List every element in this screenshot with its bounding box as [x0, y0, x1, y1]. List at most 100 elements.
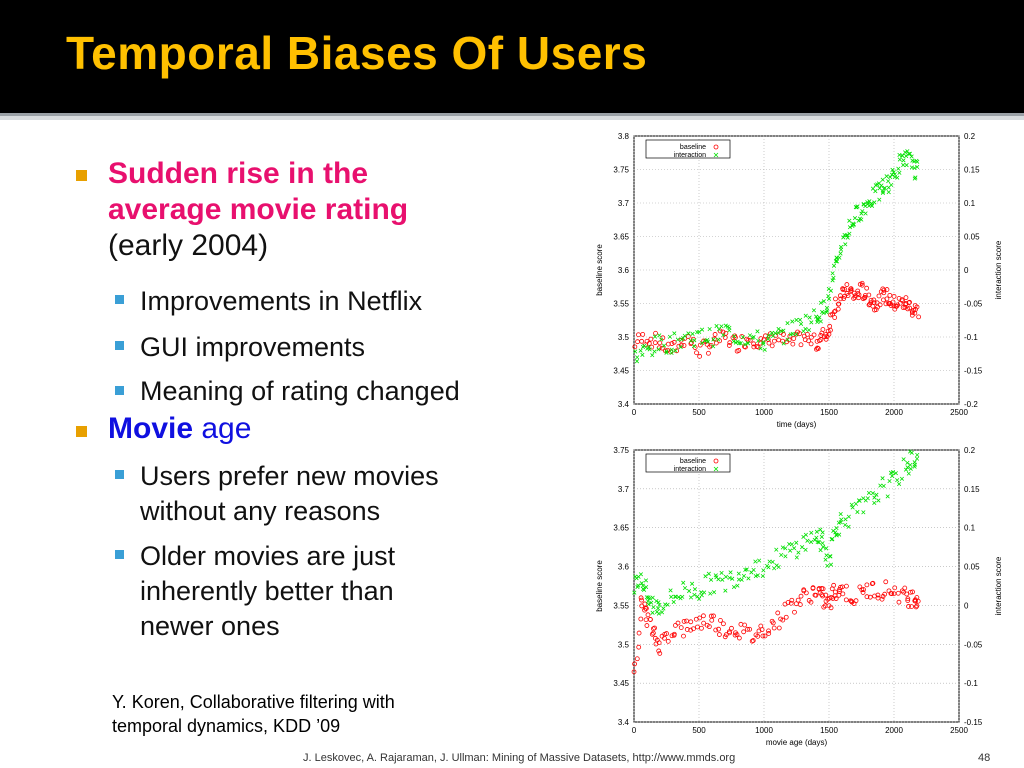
data-point	[899, 476, 905, 481]
data-point	[867, 594, 873, 600]
data-point	[685, 334, 691, 339]
data-point	[699, 625, 704, 631]
data-point	[876, 293, 882, 299]
data-point	[775, 610, 781, 616]
data-point	[665, 341, 671, 347]
data-point	[689, 581, 695, 586]
data-point	[909, 604, 914, 609]
data-point	[896, 296, 902, 301]
data-point	[910, 589, 915, 595]
data-point	[712, 332, 718, 337]
data-point	[794, 332, 799, 337]
data-point	[814, 535, 819, 540]
data-point	[810, 586, 816, 591]
data-point	[821, 299, 826, 304]
data-point	[803, 313, 808, 318]
data-point	[886, 179, 891, 184]
y2-tick-label: 0.15	[964, 485, 980, 494]
data-point	[902, 585, 908, 591]
data-point	[781, 341, 786, 346]
data-point	[676, 595, 681, 600]
data-point	[751, 341, 757, 347]
data-point	[711, 344, 716, 349]
data-point	[820, 541, 825, 546]
data-point	[751, 334, 756, 340]
data-point	[734, 632, 740, 637]
plot-area	[633, 449, 960, 723]
data-point	[787, 333, 793, 339]
data-point	[742, 342, 748, 347]
data-point	[769, 330, 775, 335]
data-point	[831, 275, 836, 280]
data-point	[855, 509, 860, 515]
data-point	[652, 334, 658, 339]
data-point	[820, 586, 826, 592]
data-point	[736, 348, 742, 353]
data-point	[751, 567, 756, 573]
data-point	[692, 338, 697, 343]
data-point	[828, 288, 833, 293]
title-bar	[0, 0, 1024, 113]
sub-bullet-text: GUI improvements	[140, 332, 366, 362]
data-point	[872, 200, 877, 205]
data-point	[914, 304, 920, 310]
data-point	[870, 491, 875, 496]
data-point	[896, 599, 902, 605]
data-point	[729, 625, 734, 631]
data-point	[667, 334, 673, 339]
legend-label: interaction	[674, 152, 706, 159]
y2-tick-label: 0.05	[964, 233, 980, 242]
y2-tick-label: 0	[964, 266, 969, 275]
x-tick-label: 2500	[950, 408, 968, 417]
data-point	[638, 595, 644, 601]
y-tick-label: 3.65	[613, 233, 629, 242]
data-point	[841, 296, 847, 301]
data-point	[811, 332, 817, 338]
data-point	[681, 633, 686, 639]
data-point	[861, 587, 866, 592]
data-point	[644, 595, 649, 600]
data-point	[884, 296, 890, 302]
y-tick-label: 3.75	[613, 166, 629, 175]
data-point	[688, 338, 693, 343]
data-point	[636, 583, 641, 588]
data-point	[896, 166, 901, 171]
data-point	[785, 337, 790, 342]
data-point	[833, 296, 838, 302]
data-point	[891, 170, 896, 175]
data-point	[766, 340, 772, 346]
y-tick-label: 3.8	[618, 132, 630, 141]
data-point	[825, 328, 831, 334]
data-point	[818, 319, 823, 324]
data-point	[760, 633, 766, 639]
data-point	[656, 347, 661, 352]
data-point	[900, 305, 906, 310]
data-point	[741, 629, 747, 635]
y2-tick-label: -0.15	[964, 367, 983, 376]
data-point	[864, 285, 870, 291]
data-point	[650, 630, 656, 636]
data-point	[697, 596, 702, 601]
data-point	[717, 328, 723, 334]
data-point	[730, 576, 735, 581]
data-point	[830, 536, 835, 542]
data-point	[840, 591, 846, 597]
sub-bullet-text: Meaning of rating changed	[140, 376, 460, 406]
data-point	[899, 297, 905, 303]
data-point	[783, 614, 789, 620]
data-point	[631, 669, 637, 675]
data-point	[826, 296, 832, 301]
data-point	[906, 604, 911, 609]
data-point	[838, 520, 843, 525]
data-point	[877, 302, 883, 308]
data-point	[766, 631, 772, 636]
legend-marker	[713, 458, 719, 464]
data-point	[709, 617, 715, 623]
data-point	[907, 151, 913, 156]
data-point	[636, 644, 642, 650]
data-point	[731, 339, 736, 344]
data-point	[644, 623, 650, 628]
data-point	[765, 336, 771, 341]
sub-bullet-line: Users prefer new movies	[140, 461, 439, 491]
data-point	[821, 310, 826, 316]
